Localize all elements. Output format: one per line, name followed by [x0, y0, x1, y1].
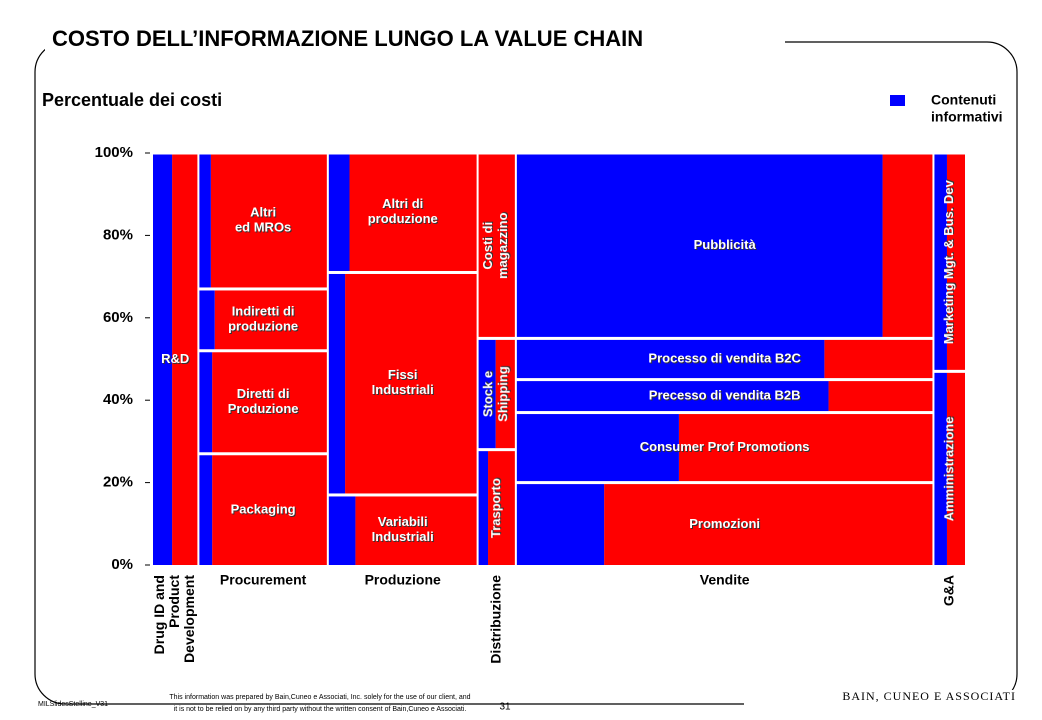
footer-disclaimer: This information was prepared by Bain,Cu… [169, 694, 470, 713]
slide-title: COSTO DELL’INFORMAZIONE LUNGO LA VALUE C… [52, 26, 643, 51]
segment-blue [478, 339, 496, 449]
segment-other [828, 381, 933, 412]
segment-blue [199, 154, 211, 288]
segment-blue [153, 154, 173, 565]
segment-label: Altri di produzione [368, 197, 438, 227]
y-tick-label: 60% [103, 309, 133, 326]
segment-blue [478, 451, 489, 565]
column-label: Procurement [220, 572, 307, 588]
segment-other [488, 451, 515, 565]
column-label: G&A [940, 575, 956, 606]
y-tick-label: 0% [111, 556, 133, 573]
column-label: Drug ID andProductDevelopment [151, 575, 197, 663]
segment-other [604, 484, 933, 565]
segment-blue [516, 154, 883, 337]
y-tick-label: 80% [103, 226, 133, 243]
segment-label: Precesso di vendita B2B [649, 388, 801, 403]
brand: BAIN, CUNEO E ASSOCIATI [842, 689, 1016, 703]
y-tick-label: 20% [103, 474, 133, 491]
segment-other [882, 154, 933, 337]
y-tick-label: 40% [103, 391, 133, 408]
segment-label: R&D [161, 351, 189, 366]
segment-blue [328, 154, 350, 271]
segment-label: Packaging [231, 502, 296, 517]
segment-label: Variabili Industriali [372, 515, 434, 545]
segment-blue [328, 496, 356, 565]
legend-label: Contenuti informativi [931, 91, 1003, 124]
segment-other [678, 414, 933, 482]
column-label: Vendite [700, 572, 750, 588]
segment-other [946, 154, 965, 370]
segment-blue [199, 290, 215, 350]
segment-blue [516, 484, 605, 565]
segment-label: Altri ed MROs [235, 205, 291, 235]
segment-label: Pubblicità [694, 237, 757, 252]
segment-blue [516, 381, 829, 412]
column-label: Distribuzione [487, 575, 503, 664]
segment-blue [328, 273, 346, 494]
segment-label: Promozioni [689, 516, 760, 531]
brand-backdrop [744, 690, 1019, 706]
chart-subtitle: Percentuale dei costi [42, 90, 222, 110]
column-label: Produzione [365, 572, 441, 588]
footer-file: MILSlidesStelline_V31 [38, 701, 108, 708]
y-tick-label: 100% [95, 144, 133, 161]
segment-label: Trasporto [488, 478, 503, 538]
segment-label: Consumer Prof Promotions [640, 439, 810, 454]
page-number: 31 [499, 702, 511, 713]
segment-blue [516, 339, 825, 379]
segment-other [355, 496, 477, 565]
segment-blue [516, 414, 679, 482]
segment-label: Stock eShipping [481, 366, 511, 422]
segment-other [824, 339, 933, 379]
segment-blue [199, 455, 213, 565]
segment-label: Fissi Industriali [372, 368, 434, 398]
segment-label: Indiretti di produzione [228, 304, 298, 334]
segment-blue [934, 372, 947, 565]
segment-label: Marketing Mgt. & Bus. Dev [941, 179, 956, 344]
segment-other [495, 339, 515, 449]
segment-other [345, 273, 477, 494]
segment-label: Processo di vendita B2C [648, 350, 801, 365]
legend-swatch [890, 95, 905, 106]
segment-label: Costi dimagazzino [481, 212, 511, 279]
segment-other [212, 352, 327, 453]
segment-other [478, 154, 515, 337]
segment-other [210, 154, 327, 288]
segment-other [214, 290, 327, 350]
segment-blue [199, 352, 213, 453]
segment-blue [934, 154, 947, 370]
segment-other [349, 154, 477, 271]
segment-other [212, 455, 327, 565]
segment-other [946, 372, 965, 565]
segment-label: Amministrazione [941, 417, 956, 522]
segment-label: Diretti di Produzione [228, 386, 299, 416]
title-backdrop [45, 25, 785, 55]
segment-other [172, 154, 198, 565]
